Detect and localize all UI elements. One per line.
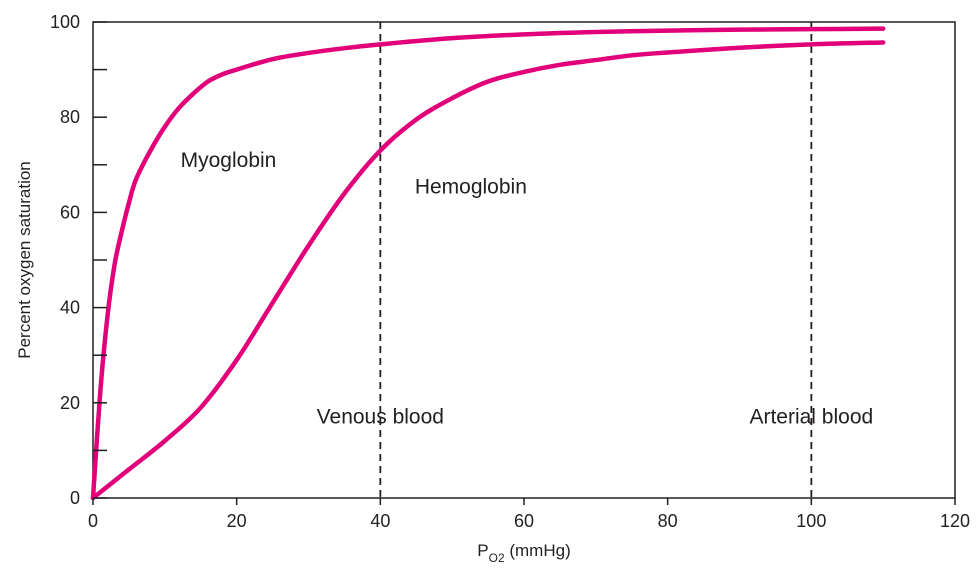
- x-axis-title-suffix: (mmHg): [505, 541, 571, 560]
- data-curves: [90, 26, 886, 501]
- x-axis-title-subscript: O2: [489, 551, 505, 565]
- y-tick-label: 100: [50, 12, 80, 32]
- y-axis-ticks: 0 20 40 60 80 100: [50, 12, 107, 508]
- y-tick-label: 20: [60, 393, 80, 413]
- x-tick-label: 40: [370, 511, 390, 531]
- x-axis-ticks: 0 20 40 60 80 100 120: [88, 498, 970, 531]
- x-tick-label: 20: [227, 511, 247, 531]
- x-axis-title-main: P: [477, 541, 488, 560]
- series-line-myoglobin: [90, 26, 886, 501]
- series-annotation: Hemoglobin: [415, 175, 527, 198]
- y-tick-label: 40: [60, 298, 80, 318]
- y-tick-label: 80: [60, 107, 80, 127]
- reference-label: Venous blood: [317, 405, 444, 428]
- x-tick-label: 120: [940, 511, 970, 531]
- x-tick-label: 80: [658, 511, 678, 531]
- x-tick-label: 60: [514, 511, 534, 531]
- series-annotation: Myoglobin: [181, 149, 277, 172]
- y-tick-label: 60: [60, 202, 80, 222]
- y-tick-label: 0: [70, 488, 80, 508]
- reference-label: Arterial blood: [749, 405, 873, 428]
- x-tick-label: 0: [88, 511, 98, 531]
- y-axis-title: Percent oxygen saturation: [15, 161, 34, 359]
- annotations: Myoglobin Hemoglobin: [181, 149, 527, 198]
- reference-lines: Venous blood Arterial blood: [317, 22, 873, 498]
- x-tick-label: 100: [796, 511, 826, 531]
- series-line-hemoglobin: [90, 40, 886, 501]
- x-axis-title: PO2 (mmHg): [477, 541, 570, 565]
